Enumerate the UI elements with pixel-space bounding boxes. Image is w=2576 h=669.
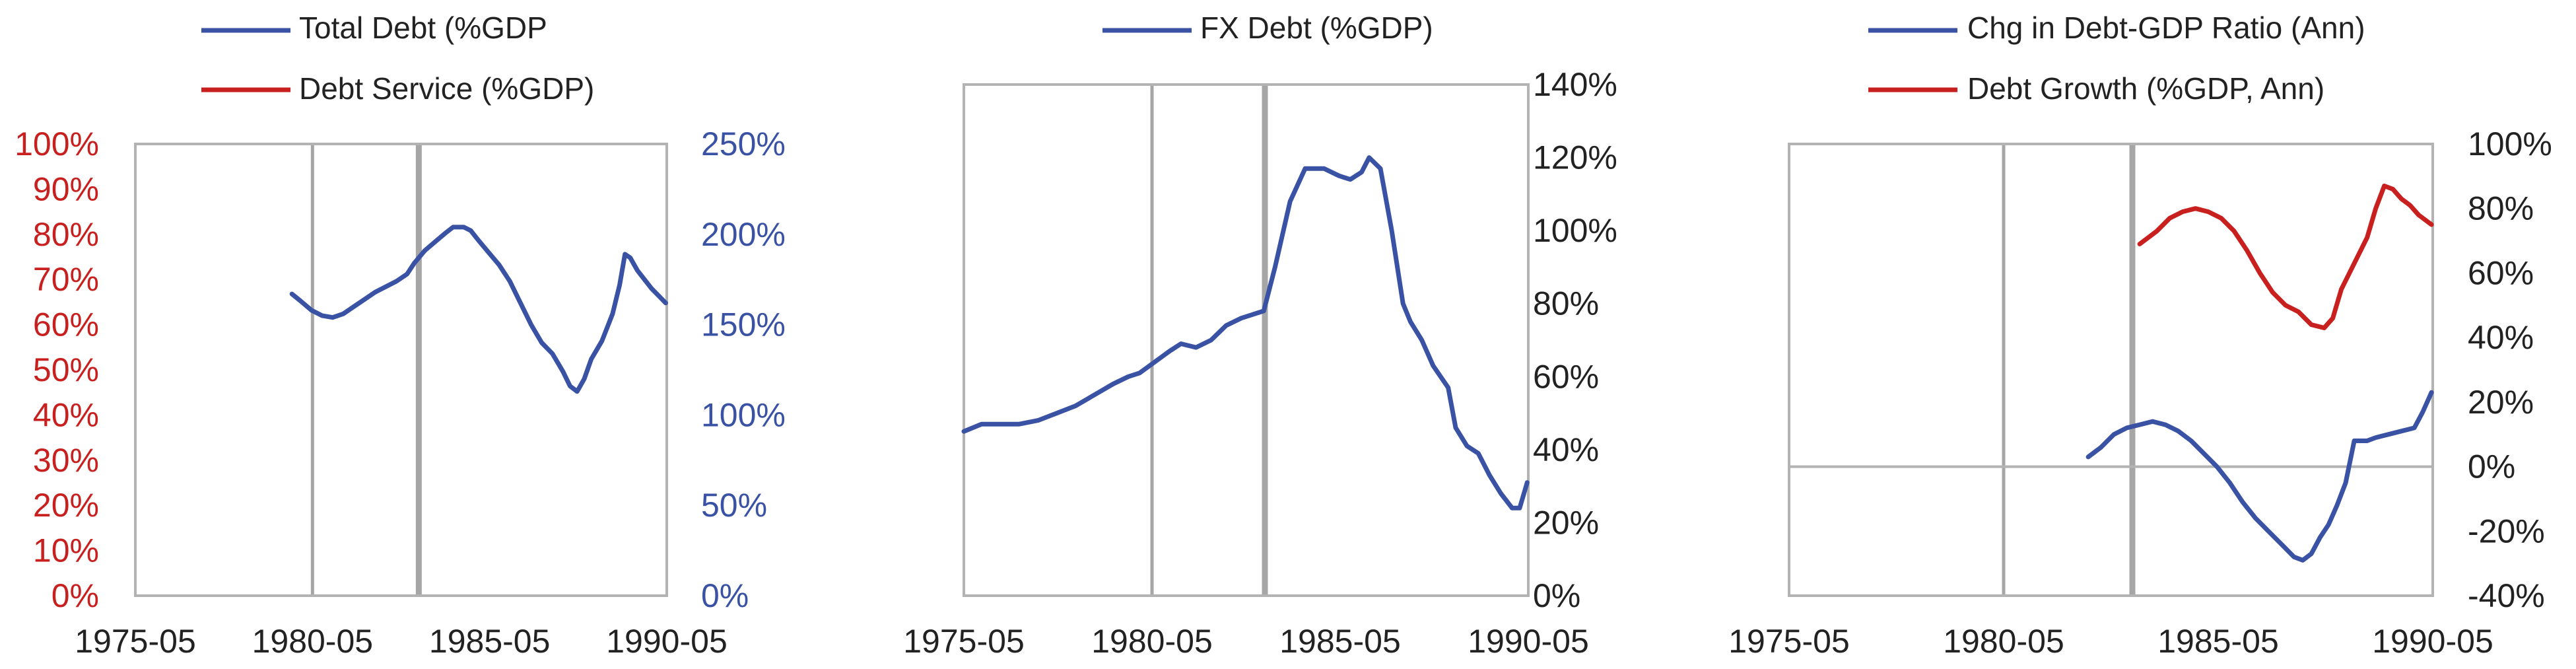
right-tick-label: 60%: [1533, 358, 1599, 395]
left-tick-label: 90%: [33, 170, 99, 207]
legend-label-fx-debt: FX Debt (%GDP): [1200, 11, 1433, 45]
plot-frame: [1788, 143, 2434, 597]
right-tick-label: -40%: [2468, 577, 2545, 614]
right-tick-label: 0%: [1533, 577, 1580, 614]
chart-panel-total-debt: Total Debt (%GDP Debt Service (%GDP) 0% 1…: [15, 11, 786, 660]
right-tick-label: 120%: [1533, 139, 1617, 176]
right-axis-ticks: 0% 50% 100% 150% 200% 250%: [701, 125, 786, 614]
legend-label-debt-growth: Debt Growth (%GDP, Ann): [1967, 71, 2324, 106]
x-tick-label: 1985-05: [1279, 623, 1401, 660]
vertical-markers: [2002, 144, 2136, 596]
right-tick-label: 140%: [1533, 66, 1617, 103]
x-tick-label: 1980-05: [1943, 623, 2064, 660]
right-tick-label: 60%: [2468, 254, 2534, 291]
vertical-markers: [1150, 85, 1268, 596]
chart-panel-debt-change: Chg in Debt-GDP Ratio (Ann) Debt Growth …: [1728, 11, 2552, 660]
right-tick-label: 20%: [1533, 504, 1599, 541]
x-axis-ticks: 1975-05 1980-05 1985-05 1990-05: [903, 623, 1589, 660]
series-line: [961, 155, 1530, 511]
right-tick-label: 100%: [2468, 125, 2552, 162]
left-tick-label: 60%: [33, 306, 99, 343]
series-lines: [961, 155, 1530, 511]
legend-label-total-debt: Total Debt (%GDP: [299, 11, 547, 45]
left-tick-label: 40%: [33, 396, 99, 433]
right-axis-ticks: -40% -20% 0% 20% 40% 60% 80% 100%: [2468, 125, 2552, 614]
right-tick-label: 40%: [1533, 431, 1599, 468]
right-tick-label: 80%: [1533, 285, 1599, 322]
right-tick-label: 50%: [701, 487, 767, 524]
x-tick-label: 1985-05: [2157, 623, 2279, 660]
left-tick-label: 0%: [51, 577, 99, 614]
right-tick-label: 20%: [2468, 384, 2534, 421]
left-tick-label: 10%: [33, 532, 99, 569]
legend-label-debt-service: Debt Service (%GDP): [299, 71, 594, 106]
right-tick-label: 100%: [1533, 212, 1617, 249]
series-line: [2085, 390, 2434, 563]
series-lines: [2085, 184, 2434, 563]
left-tick-label: 70%: [33, 261, 99, 298]
plot-frame: [134, 143, 668, 597]
x-tick-label: 1990-05: [1468, 623, 1589, 660]
plot-border: [134, 143, 668, 597]
left-tick-label: 20%: [33, 487, 99, 524]
x-axis-ticks: 1975-05 1980-05 1985-05 1990-05: [1728, 623, 2493, 660]
x-tick-label: 1980-05: [252, 623, 374, 660]
series-line: [289, 225, 668, 394]
right-tick-label: 200%: [701, 216, 786, 253]
right-tick-label: 40%: [2468, 319, 2534, 356]
x-tick-label: 1990-05: [2372, 623, 2493, 660]
series-lines: [289, 225, 668, 394]
plot-frame: [963, 83, 1530, 597]
x-tick-label: 1975-05: [903, 623, 1025, 660]
x-tick-label: 1975-05: [75, 623, 196, 660]
left-tick-label: 100%: [15, 125, 99, 162]
left-tick-label: 50%: [33, 351, 99, 388]
left-tick-label: 80%: [33, 216, 99, 253]
vertical-markers: [310, 144, 422, 596]
right-tick-label: 0%: [701, 577, 749, 614]
x-tick-label: 1980-05: [1091, 623, 1213, 660]
series-line: [2137, 184, 2434, 330]
left-tick-label: 30%: [33, 442, 99, 479]
x-tick-label: 1985-05: [429, 623, 551, 660]
x-tick-label: 1990-05: [606, 623, 728, 660]
x-axis-ticks: 1975-05 1980-05 1985-05 1990-05: [75, 623, 728, 660]
chart-panel-fx-debt: FX Debt (%GDP) 0% 20% 40% 60% 80% 100% 120% 140…: [903, 11, 1617, 660]
right-tick-label: 80%: [2468, 190, 2534, 227]
right-tick-label: 0%: [2468, 448, 2515, 485]
plot-border: [963, 83, 1530, 597]
left-axis-ticks: 0% 10% 20% 30% 40% 50% 60% 70% 80% 90% 100%: [15, 125, 99, 614]
plot-border: [1788, 143, 2434, 597]
right-tick-label: -20%: [2468, 512, 2545, 549]
legend-label-chg-ratio: Chg in Debt-GDP Ratio (Ann): [1967, 11, 2365, 45]
right-tick-label: 250%: [701, 125, 786, 162]
right-tick-label: 100%: [701, 396, 786, 433]
x-tick-label: 1975-05: [1728, 623, 1850, 660]
right-tick-label: 150%: [701, 306, 786, 343]
right-axis-ticks: 0% 20% 40% 60% 80% 100% 120% 140%: [1533, 66, 1617, 614]
